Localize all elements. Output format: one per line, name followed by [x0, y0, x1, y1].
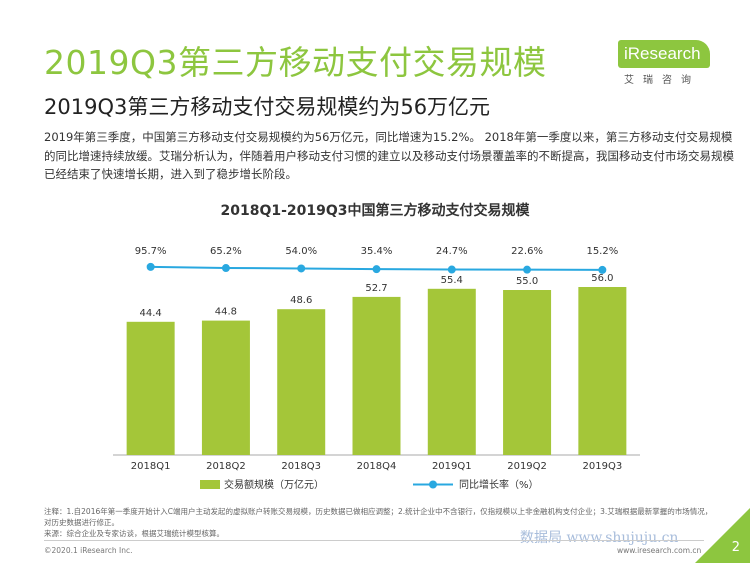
growth-point-2019Q2: [523, 265, 532, 274]
bar-label-2018Q1: 44.4: [140, 308, 162, 319]
x-tick-2019Q2: 2019Q2: [507, 461, 547, 472]
footer-divider: [44, 540, 704, 541]
growth-point-2019Q3: [598, 265, 607, 274]
legend-line-marker: [429, 480, 437, 489]
growth-point-2018Q1: [146, 262, 155, 271]
website-text: www.iresearch.com.cn: [617, 546, 702, 555]
growth-label-2018Q3: 54.0%: [285, 246, 317, 257]
bar-label-2018Q2: 44.8: [215, 307, 237, 318]
chart-notes: 注释：1.自2016年第一季度开始计入C端用户主动发起的虚拟账户转账交易规模，历…: [44, 506, 714, 539]
bar-2018Q1: [126, 321, 175, 455]
growth-point-2018Q2: [221, 264, 230, 273]
legend-bar-label: 交易额规模（万亿元）: [224, 478, 324, 491]
bar-label-2019Q3: 56.0: [591, 273, 613, 284]
x-tick-2018Q1: 2018Q1: [131, 461, 171, 472]
chart-title: 2018Q1-2019Q3中国第三方移动支付交易规模: [220, 203, 530, 219]
source-line: 来源：综合企业及专家访谈，根据艾瑞统计模型核算。: [44, 529, 224, 538]
bar-2019Q3: [578, 287, 627, 455]
page-subtitle: 2019Q3第三方移动支付交易规模约为56万亿元: [44, 95, 491, 119]
summary-paragraph: 2019年第三季度，中国第三方移动支付交易规模约为56万亿元，同比增速为15.2…: [44, 130, 734, 181]
watermark: 数据局 www.shujuju.cn: [520, 530, 679, 546]
growth-label-2018Q4: 35.4%: [361, 246, 393, 257]
legend-bar-swatch: [200, 480, 220, 489]
bar-label-2019Q1: 55.4: [441, 275, 463, 286]
bar-label-2019Q2: 55.0: [516, 276, 538, 287]
bar-2018Q2: [201, 320, 250, 455]
growth-label-2018Q2: 65.2%: [210, 246, 242, 257]
logo-badge: [618, 40, 710, 68]
growth-label-2019Q1: 24.7%: [436, 246, 468, 257]
x-tick-2019Q3: 2019Q3: [583, 461, 623, 472]
iresearch-logo: iResearch 艾瑞咨询: [612, 40, 712, 86]
corner-decoration: [695, 508, 750, 563]
growth-point-2018Q3: [297, 264, 306, 273]
bar-2018Q4: [352, 296, 401, 455]
x-tick-2018Q2: 2018Q2: [206, 461, 246, 472]
growth-label-2018Q1: 95.7%: [135, 246, 167, 257]
legend-line-label: 同比增长率（%）: [459, 478, 539, 491]
bar-2019Q2: [503, 290, 552, 455]
bar-2019Q1: [427, 288, 476, 455]
x-tick-2019Q1: 2019Q1: [432, 461, 472, 472]
copyright-text: ©2020.1 iResearch Inc.: [44, 546, 133, 555]
growth-point-2018Q4: [372, 265, 381, 274]
page-title: 2019Q3第三方移动支付交易规模: [44, 43, 547, 82]
growth-label-2019Q3: 15.2%: [586, 246, 618, 257]
growth-label-2019Q2: 22.6%: [511, 246, 543, 257]
bar-2018Q3: [277, 309, 326, 455]
page-number: 2: [731, 540, 740, 555]
x-tick-2018Q3: 2018Q3: [281, 461, 321, 472]
logo-text: iResearch: [624, 44, 701, 63]
notes-line: 注释：1.自2016年第一季度开始计入C端用户主动发起的虚拟账户转账交易规模，历…: [44, 507, 713, 527]
chart-canvas: 44.4 2018Q1 44.8 2018Q2 48.6 2018Q3 52.7 2018Q4…: [113, 246, 640, 491]
growth-point-2019Q1: [447, 265, 456, 274]
bar-label-2018Q3: 48.6: [290, 295, 312, 306]
bar-label-2018Q4: 52.7: [365, 283, 387, 294]
x-tick-2018Q4: 2018Q4: [357, 461, 397, 472]
logo-subtext: 艾瑞咨询: [624, 75, 700, 86]
